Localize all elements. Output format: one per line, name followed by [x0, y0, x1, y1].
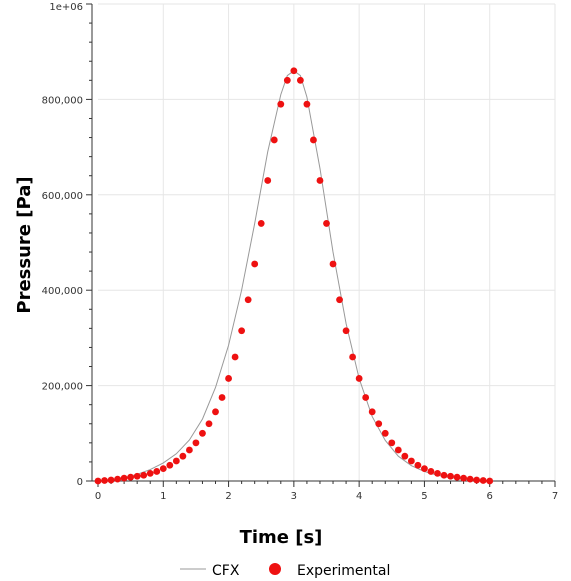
experimental-point [388, 439, 396, 447]
experimental-point [296, 76, 304, 84]
experimental-point [473, 476, 481, 484]
x-tick-label: 6 [487, 491, 493, 502]
experimental-point [362, 394, 370, 401]
experimental-point [166, 461, 174, 469]
experimental-point [283, 76, 291, 84]
experimental-point [290, 67, 298, 75]
experimental-point [394, 446, 402, 454]
grid [98, 3, 556, 481]
experimental-point [303, 100, 311, 108]
experimental-point [368, 408, 376, 416]
experimental-point [264, 177, 272, 184]
experimental-point [466, 475, 474, 483]
experimental-point [460, 474, 467, 482]
experimental-point [414, 461, 422, 469]
y-tick-label: 600,000 [42, 191, 83, 202]
experimental-point [212, 408, 219, 416]
experimental-point [447, 472, 454, 480]
experimental-point [238, 327, 246, 335]
x-tick-label: 3 [291, 491, 297, 502]
experimental-point [427, 468, 435, 475]
x-tick-label: 0 [95, 491, 101, 502]
x-tick-label: 2 [225, 491, 231, 502]
experimental-point [310, 136, 317, 144]
legend-swatch-experimental [269, 563, 281, 575]
experimental-point [401, 452, 409, 460]
experimental-point [440, 471, 448, 479]
experimental-point [146, 469, 154, 477]
experimental-point [153, 468, 161, 475]
experimental-point [133, 472, 141, 480]
experimental-point [342, 327, 350, 335]
legend-label-experimental: Experimental [297, 563, 390, 579]
experimental-point [277, 100, 285, 108]
y-tick-label: 800,000 [42, 95, 83, 106]
experimental-point [127, 473, 135, 481]
experimental-point [199, 429, 206, 437]
x-tick-label: 4 [356, 491, 362, 502]
experimental-point [107, 476, 115, 484]
experimental-point [186, 446, 193, 454]
experimental-point [225, 375, 232, 382]
experimental-point [349, 353, 357, 361]
y-tick-label: 400,000 [42, 286, 83, 297]
x-axis-title: Time [s] [240, 527, 323, 548]
experimental-point [231, 353, 239, 361]
experimental-point [218, 394, 226, 401]
experimental-point [316, 177, 324, 184]
experimental-point [179, 452, 187, 460]
y-axis-title: Pressure [Pa] [14, 176, 35, 313]
y-tick-label: 0 [77, 477, 83, 488]
y-axis-ticks: 0 200,000 400,000 600,000 800,000 1e+06 [42, 2, 92, 488]
legend: CFX Experimental [180, 563, 390, 579]
y-tick-label: 1e+06 [49, 2, 83, 13]
x-tick-label: 1 [160, 491, 166, 502]
experimental-point [257, 220, 265, 227]
experimental-point [94, 477, 102, 485]
experimental-point [453, 473, 461, 481]
experimental-point [421, 465, 428, 472]
experimental-point [205, 420, 213, 428]
experimental-point [101, 477, 108, 484]
experimental-point [381, 429, 389, 437]
series-layer [94, 67, 494, 485]
experimental-point [323, 220, 330, 227]
x-axis-ticks: 0 1 2 3 4 5 6 7 [95, 481, 558, 502]
experimental-point [120, 474, 128, 482]
experimental-point [336, 296, 343, 304]
experimental-point [114, 475, 121, 483]
x-tick-label: 5 [421, 491, 427, 502]
experimental-point [140, 471, 148, 479]
experimental-point [159, 465, 167, 472]
axes [91, 4, 555, 482]
legend-label-cfx: CFX [212, 563, 240, 579]
experimental-point [192, 439, 200, 447]
x-tick-label: 7 [552, 491, 558, 502]
experimental-point [172, 457, 180, 465]
experimental-point [375, 420, 383, 428]
y-tick-label: 200,000 [42, 382, 83, 393]
experimental-point [329, 260, 337, 268]
experimental-point [355, 375, 363, 382]
experimental-point [244, 296, 252, 304]
experimental-point [251, 260, 259, 268]
experimental-point [434, 469, 441, 477]
experimental-point [270, 136, 278, 144]
experimental-point [407, 457, 415, 465]
experimental-point [479, 477, 487, 484]
experimental-point [486, 477, 494, 485]
